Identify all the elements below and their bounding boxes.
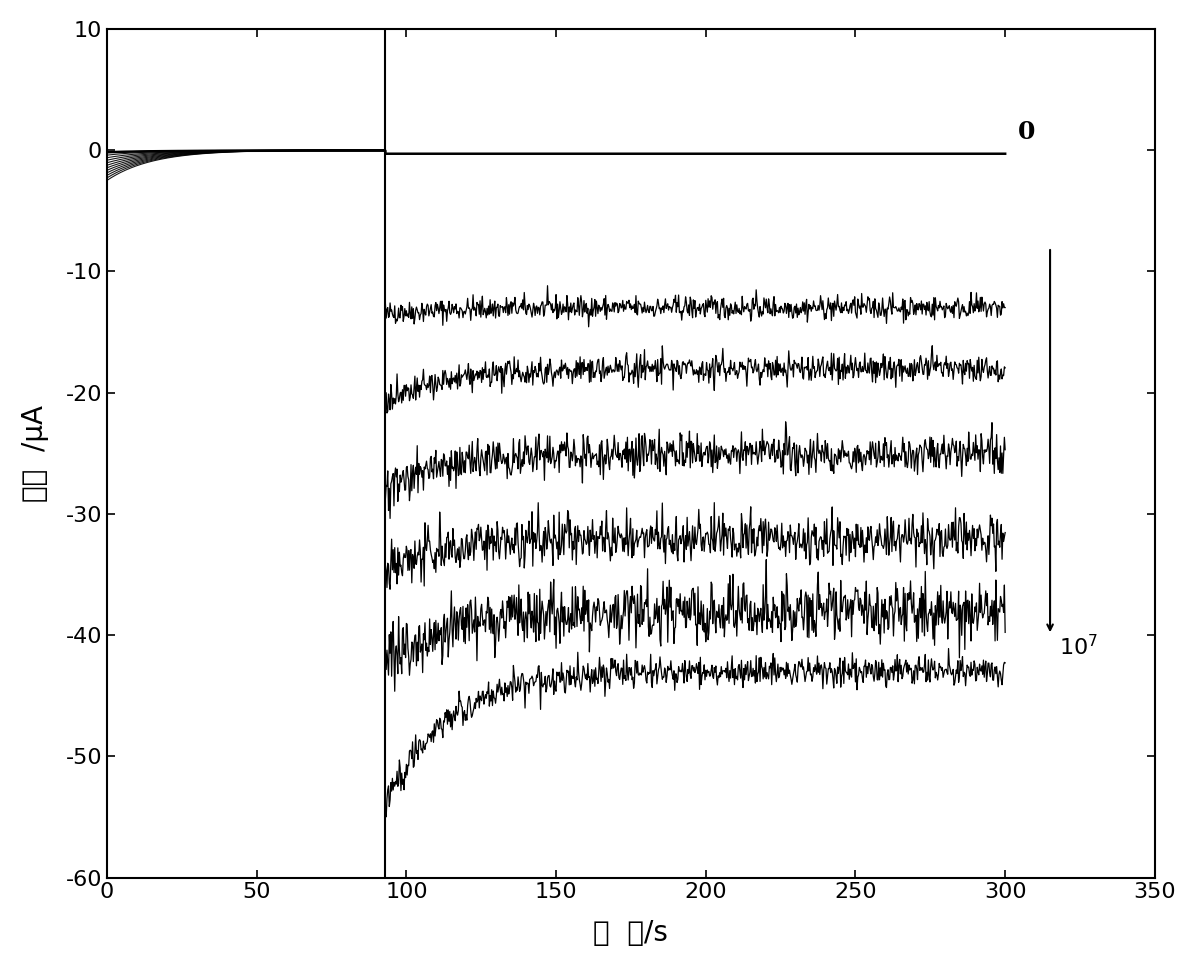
Y-axis label: 电流  /μA: 电流 /μA (20, 405, 49, 501)
Text: 0: 0 (1017, 120, 1035, 144)
Text: $10^7$: $10^7$ (1059, 635, 1098, 660)
X-axis label: 时  间/s: 时 间/s (594, 920, 668, 947)
